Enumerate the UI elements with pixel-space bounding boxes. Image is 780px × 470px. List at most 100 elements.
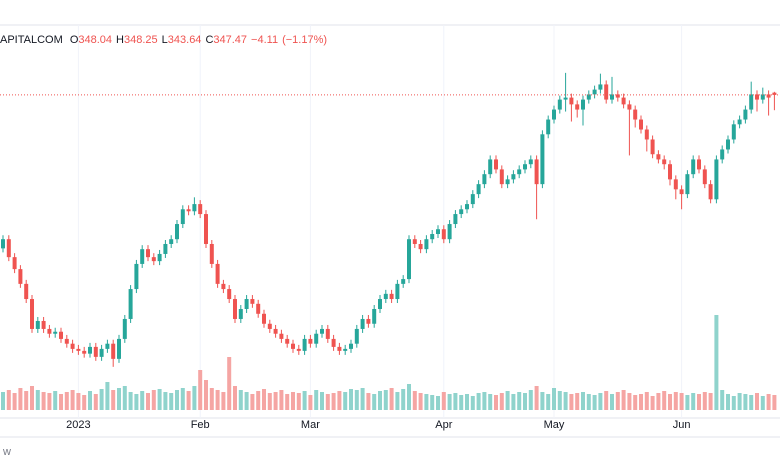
volume-bar bbox=[285, 394, 290, 410]
candle-body bbox=[749, 94, 754, 110]
volume-bar bbox=[53, 391, 58, 410]
volume-bar bbox=[169, 393, 174, 410]
candle-body bbox=[18, 269, 23, 284]
volume-bar bbox=[726, 394, 730, 410]
legend-header: APITALCOM O348.04 H348.25 L343.64 C347.47 −4… bbox=[0, 34, 331, 46]
candle-body bbox=[401, 279, 406, 284]
change-value: −4.11 bbox=[251, 34, 279, 46]
candle-body bbox=[122, 318, 127, 339]
x-tick-label: Feb bbox=[191, 419, 210, 431]
volume-bar bbox=[412, 391, 417, 410]
volume-bar bbox=[401, 389, 406, 410]
volume-bar bbox=[534, 386, 539, 410]
candle-body bbox=[505, 179, 510, 185]
candle-body bbox=[233, 299, 237, 319]
volume-bar bbox=[250, 394, 255, 410]
x-tick-label: 2023 bbox=[66, 419, 90, 431]
candle-body bbox=[627, 104, 632, 110]
volume-bar bbox=[482, 392, 487, 410]
ohlc-value: 347.47 bbox=[213, 34, 248, 46]
volume-bar bbox=[140, 391, 145, 410]
volume-bar bbox=[586, 394, 591, 410]
volume-bar bbox=[505, 391, 510, 410]
candle-body bbox=[76, 348, 81, 351]
volume-bar bbox=[378, 391, 382, 410]
candle-body bbox=[169, 239, 174, 244]
volume-bar bbox=[88, 391, 92, 410]
volume-bar bbox=[772, 395, 777, 410]
volume-bar bbox=[685, 395, 690, 410]
ohlc-value: 343.64 bbox=[167, 34, 202, 46]
volume-bar bbox=[59, 394, 63, 410]
candle-body bbox=[511, 174, 516, 180]
volume-bar bbox=[459, 395, 464, 410]
volume-bar bbox=[731, 396, 736, 410]
candle-body bbox=[70, 343, 75, 349]
volume-bar bbox=[273, 392, 278, 410]
candle-body bbox=[766, 94, 771, 98]
candle-body bbox=[720, 149, 725, 160]
x-tick-label: Mar bbox=[301, 419, 320, 431]
candle-body bbox=[157, 253, 162, 262]
candle-body bbox=[349, 343, 353, 349]
candle-body bbox=[389, 293, 394, 300]
volume-bar bbox=[302, 391, 307, 410]
volume-bar bbox=[488, 394, 493, 410]
candle-body bbox=[598, 84, 603, 90]
candle-body bbox=[296, 348, 301, 351]
candle-body bbox=[476, 184, 481, 195]
volume-bar bbox=[627, 393, 632, 410]
volume-bar bbox=[447, 394, 452, 410]
candle-body bbox=[656, 154, 661, 160]
volume-bar bbox=[540, 392, 545, 410]
candle-body bbox=[291, 343, 295, 349]
candle-body bbox=[180, 209, 185, 225]
candle-body bbox=[128, 289, 133, 319]
volume-bar bbox=[82, 395, 87, 410]
candle-body bbox=[134, 263, 139, 290]
volume-bar bbox=[569, 394, 574, 410]
ohlc-label: H bbox=[116, 34, 124, 46]
candle-body bbox=[447, 224, 452, 240]
volume-bar bbox=[430, 395, 435, 410]
volume-bar bbox=[476, 393, 481, 410]
volume-bar bbox=[494, 395, 498, 410]
candle-body bbox=[204, 214, 208, 244]
candle-body bbox=[679, 189, 684, 195]
candle-body bbox=[372, 309, 377, 324]
candle-body bbox=[146, 249, 150, 258]
x-tick-label: Jun bbox=[673, 419, 691, 431]
candle-body bbox=[325, 328, 330, 339]
candle-body bbox=[244, 299, 249, 309]
candle-body bbox=[209, 243, 214, 264]
candle-body bbox=[24, 283, 29, 300]
candle-body bbox=[760, 94, 765, 100]
ohlc-value: 348.04 bbox=[78, 34, 113, 46]
candle-body bbox=[557, 99, 562, 110]
volume-bar bbox=[47, 393, 52, 410]
volume-bar bbox=[633, 395, 638, 410]
volume-bar bbox=[35, 390, 40, 410]
volume-bar bbox=[528, 390, 533, 410]
candle-body bbox=[673, 179, 678, 190]
candle-body bbox=[412, 239, 417, 244]
candle-body bbox=[639, 119, 643, 130]
candle-body bbox=[279, 333, 284, 339]
ohlc-value: 348.25 bbox=[124, 34, 158, 46]
candle-body bbox=[586, 94, 591, 100]
volume-bar bbox=[395, 392, 400, 410]
volume-bar bbox=[610, 394, 614, 410]
volume-bar bbox=[93, 394, 98, 410]
volume-bar bbox=[111, 390, 116, 410]
volume-bar bbox=[354, 390, 359, 410]
ohlc-label: O bbox=[69, 34, 79, 46]
candle-body bbox=[163, 243, 168, 254]
volume-bar bbox=[279, 390, 284, 410]
candle-body bbox=[47, 328, 52, 334]
volume-bar bbox=[163, 392, 168, 410]
candle-body bbox=[93, 346, 98, 357]
volume-bar bbox=[575, 393, 580, 410]
candle-body bbox=[621, 97, 626, 105]
candle-body bbox=[192, 204, 197, 212]
